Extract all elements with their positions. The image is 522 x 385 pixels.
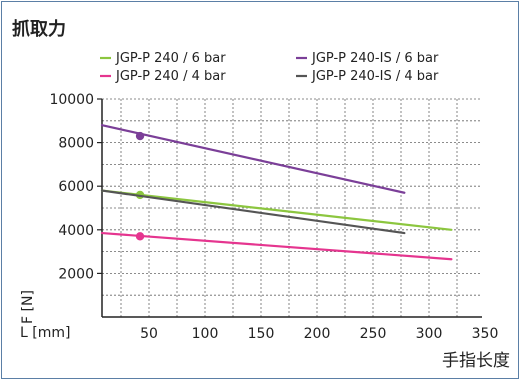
y-axis-label: F [N] bbox=[20, 290, 36, 324]
y-tick-label: 4000 bbox=[58, 223, 94, 239]
series-line-3 bbox=[100, 189, 406, 235]
x-tick-label: 100 bbox=[192, 326, 219, 342]
y-tick-label: 8000 bbox=[58, 136, 94, 152]
series-line-0 bbox=[100, 189, 453, 231]
legend-label-1: JGP-P 240-IS / 6 bar bbox=[311, 51, 439, 66]
legend-label-3: JGP-P 240-IS / 4 bar bbox=[311, 69, 439, 84]
legend-label-2: JGP-P 240 / 4 bar bbox=[115, 69, 226, 84]
series-marker-2 bbox=[135, 232, 145, 241]
x-axis-unit-label: L [mm] bbox=[20, 325, 70, 341]
series-group bbox=[100, 124, 453, 261]
axes bbox=[97, 98, 482, 318]
series-marker-1 bbox=[135, 131, 145, 141]
grid bbox=[102, 98, 482, 317]
x-tick-label: 250 bbox=[360, 326, 387, 342]
legend-label-0: JGP-P 240 / 6 bar bbox=[115, 51, 226, 66]
chart-frame: 抓取力 2000 4000 6000 8000 10000 50 100 150 200 250 3… bbox=[1, 1, 519, 379]
legend: JGP-P 240 / 6 bar JGP-P 240-IS / 6 bar JGP… bbox=[100, 51, 439, 84]
y-tick-label: 2000 bbox=[58, 266, 94, 282]
tick-labels: 2000 4000 6000 8000 10000 50 100 150 200 250 300 35… bbox=[49, 92, 498, 342]
x-tick-label: 200 bbox=[304, 326, 331, 342]
y-tick-label: 6000 bbox=[58, 179, 94, 195]
x-tick-label: 150 bbox=[248, 326, 275, 342]
grip-force-chart: 抓取力 2000 4000 6000 8000 10000 50 100 150 200 250 3… bbox=[12, 18, 510, 371]
x-tick-label: 350 bbox=[472, 326, 499, 342]
series-line-2 bbox=[100, 231, 453, 261]
y-tick-label: 10000 bbox=[49, 92, 94, 108]
chart-title: 抓取力 bbox=[12, 18, 66, 40]
series-line-1 bbox=[100, 124, 406, 194]
x-tick-label: 50 bbox=[140, 326, 158, 342]
x-axis-title: 手指长度 bbox=[442, 351, 510, 371]
x-tick-label: 300 bbox=[416, 326, 443, 342]
